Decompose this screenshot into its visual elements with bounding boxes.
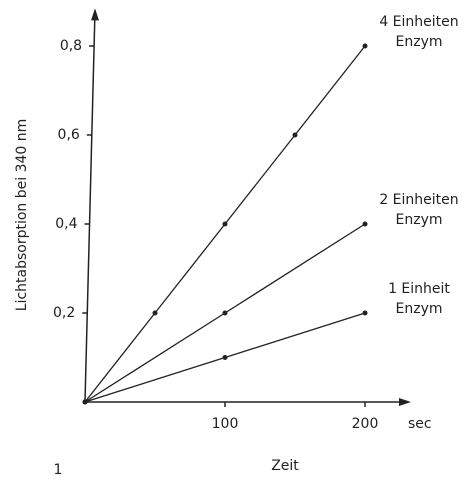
data-point [82, 399, 88, 405]
data-point [292, 132, 298, 138]
data-point [362, 43, 368, 49]
series-label: 2 Einheiten Enzym [379, 192, 459, 228]
y-tick-label: 0,4 [55, 216, 77, 232]
data-point [222, 310, 228, 316]
series-label: 4 Einheiten Enzym [379, 14, 459, 50]
data-point [152, 310, 158, 316]
y-axis-arrow [91, 8, 99, 21]
data-point [362, 221, 368, 227]
data-point [222, 355, 228, 360]
y-tick-label: 0,6 [58, 127, 80, 143]
x-axis-label: Zeit [271, 458, 299, 474]
series-label: 1 Einheit Enzym [388, 281, 450, 317]
data-point [362, 310, 368, 316]
figure-number: 1 [54, 462, 63, 478]
x-axis-arrow [399, 398, 411, 406]
y-tick-label: 0,8 [60, 38, 82, 54]
y-axis-label: Lichtabsorption bei 340 nm [14, 119, 30, 312]
x-tick-label: 200 [352, 416, 379, 432]
x-tick-label: 100 [212, 416, 239, 432]
data-point [222, 221, 228, 227]
y-axis [84, 10, 96, 403]
y-tick-label: 0,2 [53, 305, 75, 321]
x-unit-label: sec [408, 416, 432, 432]
